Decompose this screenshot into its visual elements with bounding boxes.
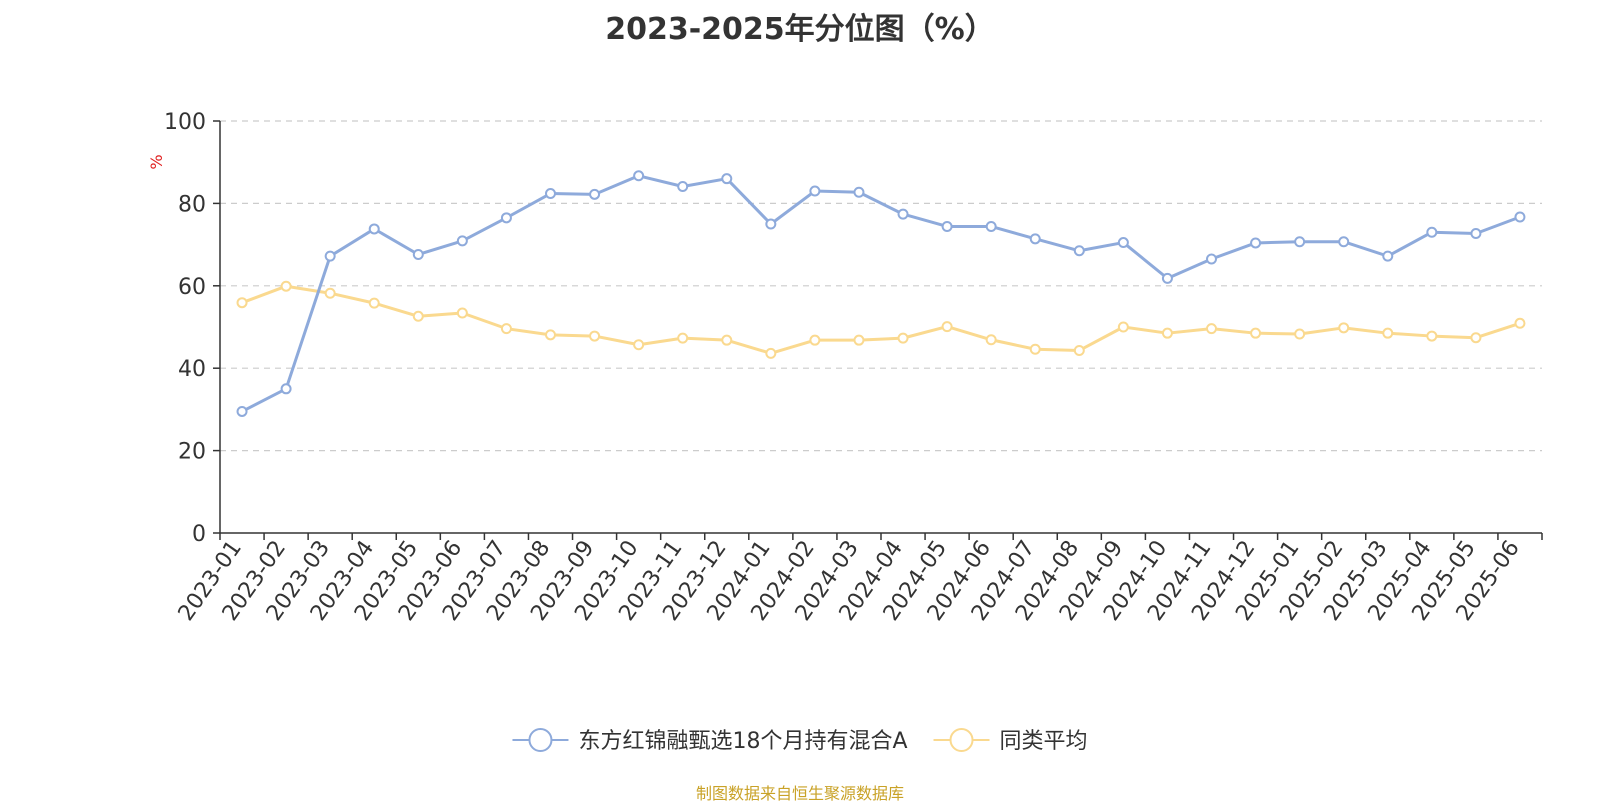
legend-marker: [528, 728, 553, 752]
data-point-0: [280, 383, 292, 395]
legend-label: 同类平均: [1000, 729, 1088, 754]
data-point-1: [985, 334, 997, 346]
data-point-1: [897, 332, 909, 344]
data-point-0: [1250, 237, 1262, 249]
data-point-0: [589, 188, 601, 200]
data-point-1: [1382, 327, 1394, 339]
data-point-1: [721, 334, 733, 346]
data-point-1: [1294, 328, 1306, 340]
data-point-1: [1117, 321, 1129, 333]
data-point-0: [1161, 272, 1173, 284]
legend-marker: [949, 728, 974, 752]
data-point-1: [1073, 344, 1085, 356]
series-layer: [236, 170, 1526, 417]
data-point-1: [633, 339, 645, 351]
data-point-1: [1029, 343, 1041, 355]
data-point-1: [1338, 322, 1350, 334]
data-point-1: [412, 310, 424, 322]
data-point-0: [324, 250, 336, 262]
data-point-1: [1206, 323, 1217, 335]
data-point-0: [897, 208, 909, 220]
data-point-0: [1206, 253, 1217, 265]
data-point-0: [633, 170, 645, 182]
data-point-0: [236, 405, 248, 417]
y-axis-label: %: [147, 154, 166, 169]
data-point-1: [545, 329, 556, 341]
data-point-0: [1514, 211, 1526, 223]
data-point-0: [1294, 236, 1306, 248]
data-point-0: [941, 220, 953, 232]
series-line-1: [241, 284, 1521, 355]
legend-item-1[interactable]: 同类平均: [933, 728, 1088, 754]
data-point-1: [324, 287, 336, 299]
data-point-1: [677, 332, 689, 344]
y-tick-label: 40: [178, 357, 206, 382]
y-tick-label: 60: [178, 275, 206, 300]
data-point-0: [1029, 233, 1041, 245]
grid-layer: [220, 120, 1542, 452]
data-point-0: [809, 185, 821, 197]
data-point-0: [1117, 237, 1129, 249]
source-note: 制图数据来自恒生聚源数据库: [695, 784, 904, 803]
data-point-1: [1426, 330, 1438, 342]
data-point-1: [500, 323, 512, 335]
data-point-1: [236, 297, 248, 309]
data-point-0: [368, 223, 380, 235]
data-point-1: [1514, 317, 1526, 329]
data-point-1: [1470, 332, 1482, 344]
data-point-0: [456, 235, 468, 247]
data-point-0: [677, 181, 689, 193]
y-tick-label: 100: [164, 110, 206, 135]
data-point-1: [456, 307, 468, 319]
data-point-0: [545, 188, 556, 200]
data-point-0: [412, 248, 424, 260]
data-point-0: [500, 212, 512, 224]
data-point-0: [721, 173, 733, 185]
data-point-1: [1161, 327, 1173, 339]
data-point-0: [1426, 226, 1438, 238]
legend[interactable]: 东方红锦融甄选18个月持有混合A 同类平均: [512, 728, 1088, 754]
legend-item-0[interactable]: 东方红锦融甄选18个月持有混合A: [512, 728, 908, 754]
data-point-1: [280, 280, 292, 292]
data-point-1: [1250, 327, 1262, 339]
data-point-1: [589, 330, 601, 342]
data-point-0: [765, 218, 777, 230]
data-point-0: [1338, 236, 1350, 248]
chart-title: 2023-2025年分位图（%）: [605, 12, 995, 47]
data-point-1: [809, 334, 821, 346]
series-line-0: [241, 174, 1521, 413]
data-point-1: [368, 297, 380, 309]
data-point-1: [765, 347, 777, 359]
y-tick-label: 20: [178, 440, 206, 465]
legend-label: 东方红锦融甄选18个月持有混合A: [578, 729, 907, 754]
data-point-1: [941, 321, 953, 333]
data-point-0: [1073, 245, 1085, 257]
y-tick-label: 80: [178, 192, 206, 217]
data-point-0: [1382, 250, 1394, 262]
data-point-1: [853, 334, 865, 346]
data-point-0: [853, 186, 865, 198]
y-tick-label: 0: [192, 522, 206, 547]
data-point-0: [1470, 227, 1482, 239]
data-point-0: [985, 220, 997, 232]
